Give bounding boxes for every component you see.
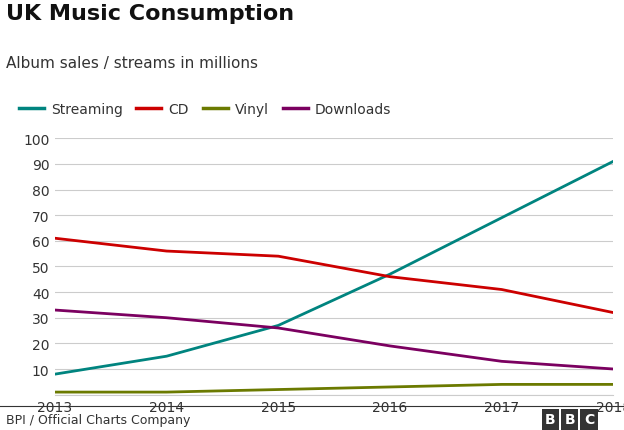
Text: BPI / Official Charts Company: BPI / Official Charts Company	[6, 413, 190, 426]
Text: UK Music Consumption: UK Music Consumption	[6, 4, 295, 24]
Legend: Streaming, CD, Vinyl, Downloads: Streaming, CD, Vinyl, Downloads	[13, 97, 396, 122]
Text: B: B	[564, 412, 575, 426]
Text: C: C	[584, 412, 594, 426]
Text: B: B	[545, 412, 556, 426]
Text: Album sales / streams in millions: Album sales / streams in millions	[6, 56, 258, 71]
